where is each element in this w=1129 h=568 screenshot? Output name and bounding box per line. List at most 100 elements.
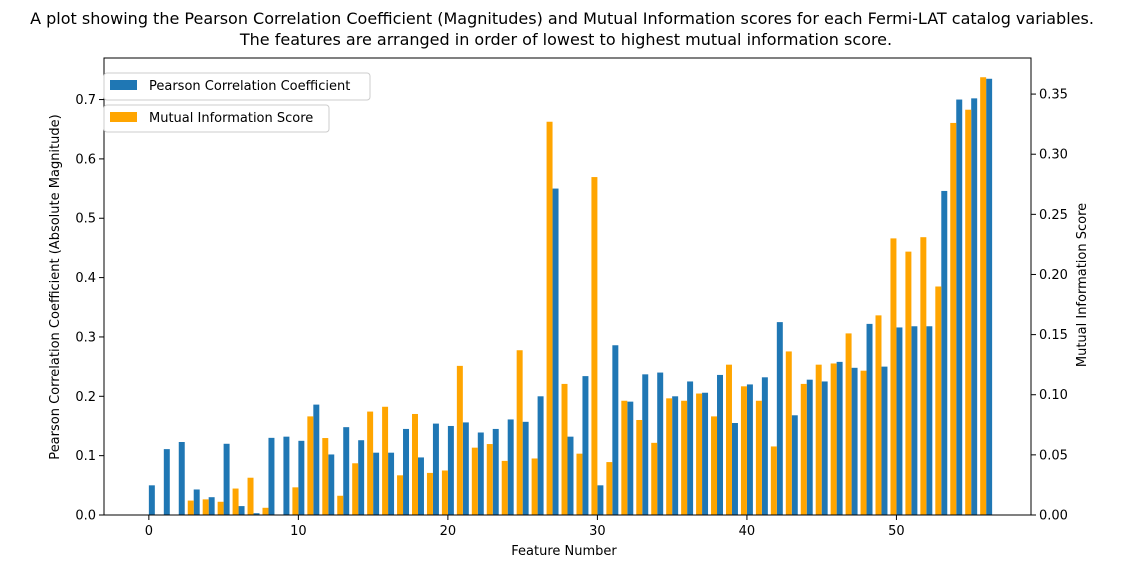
bar-pearson-16 (388, 452, 395, 515)
bar-pearson-11 (313, 404, 320, 515)
y-axis-left-label: Pearson Correlation Coefficient (Absolut… (48, 114, 63, 459)
bar-mutual-info-20 (441, 470, 448, 515)
bar-pearson-6 (238, 506, 245, 515)
bar-pearson-49 (881, 366, 888, 515)
bar-mutual-info-38 (711, 416, 718, 515)
legend-mutual-info-label: Mutual Information Score (149, 111, 313, 126)
bar-mutual-info-12 (322, 438, 329, 515)
bar-mutual-info-32 (621, 400, 628, 515)
bar-mutual-info-47 (845, 333, 852, 515)
x-tick-label-0: 0 (145, 524, 153, 539)
bar-mutual-info-52 (920, 237, 927, 515)
bar-mutual-info-11 (307, 416, 314, 515)
bar-mutual-info-46 (830, 363, 837, 515)
bar-mutual-info-56 (980, 77, 987, 516)
legend-pearson-swatch (110, 80, 137, 90)
bar-mutual-info-24 (501, 460, 508, 515)
y-right-tick-label-5: 0.25 (1039, 208, 1068, 223)
y-left-tick-label-6: 0.6 (75, 152, 96, 167)
bar-mutual-info-16 (382, 406, 389, 515)
bar-mutual-info-49 (875, 315, 882, 515)
y-left-tick-label-2: 0.2 (75, 390, 96, 405)
bar-mutual-info-26 (531, 458, 538, 515)
y-right-tick-label-4: 0.20 (1039, 268, 1068, 283)
bar-mutual-info-10 (292, 487, 299, 515)
y-left-tick-label-5: 0.5 (75, 212, 96, 227)
bar-pearson-28 (567, 436, 574, 515)
bar-pearson-39 (731, 423, 738, 515)
bar-mutual-info-44 (800, 383, 807, 515)
bar-pearson-12 (328, 454, 335, 515)
bar-pearson-51 (911, 326, 918, 515)
bar-mutual-info-27 (546, 121, 553, 515)
bar-mutual-info-33 (636, 419, 643, 515)
bar-mutual-info-8 (262, 507, 269, 515)
legend-pearson: Pearson Correlation Coefficient (103, 72, 371, 101)
bar-pearson-41 (761, 377, 768, 515)
bar-mutual-info-15 (367, 411, 374, 515)
bar-mutual-info-30 (591, 177, 598, 515)
bar-mutual-info-45 (815, 364, 822, 515)
bar-pearson-14 (358, 440, 365, 515)
bar-mutual-info-6 (232, 488, 239, 515)
bar-pearson-26 (537, 396, 544, 515)
bar-pearson-30 (597, 485, 604, 515)
legend-mutual-info-box (103, 104, 330, 133)
y-left-tick-label-3: 0.3 (75, 330, 96, 345)
bar-mutual-info-18 (412, 413, 418, 515)
plot-frame (103, 57, 1032, 516)
bar-pearson-24 (507, 419, 514, 515)
legend-mutual-info-swatch (110, 112, 137, 122)
bar-pearson-23 (492, 428, 499, 515)
bar-pearson-40 (746, 384, 753, 515)
bar-pearson-13 (343, 427, 350, 515)
y-right-tick-label-6: 0.30 (1039, 148, 1068, 163)
bar-mutual-info-54 (950, 122, 957, 515)
bar-pearson-42 (776, 322, 783, 515)
bar-mutual-info-53 (935, 286, 942, 515)
bar-mutual-info-22 (471, 447, 478, 515)
y-right-tick-label-2: 0.10 (1039, 388, 1068, 403)
bar-pearson-3 (193, 489, 200, 515)
y-axis-right-label: Mutual Information Score (1075, 203, 1090, 367)
bar-pearson-48 (866, 323, 873, 515)
legend-pearson-box (103, 72, 371, 101)
bar-pearson-46 (836, 361, 843, 515)
bar-pearson-20 (447, 425, 454, 515)
axis-ticks: 0 10 20 30 40 50 0.0 0.1 0.2 0.3 0.4 0.5 0.6 0.7 0.00 0… (75, 88, 1068, 539)
bar-mutual-info-43 (785, 351, 792, 515)
bar-pearson-56 (986, 78, 993, 515)
bar-pearson-8 (268, 437, 275, 515)
bar-pearson-37 (702, 392, 709, 515)
x-tick-label-1: 10 (290, 524, 307, 539)
bar-pearson-44 (806, 379, 813, 515)
bar-mutual-info-37 (696, 393, 703, 515)
bar-pearson-55 (971, 98, 978, 515)
bar-pearson-18 (417, 457, 424, 515)
bar-pearson-19 (432, 423, 439, 515)
bar-mutual-info-14 (352, 463, 359, 515)
bar-pearson-5 (223, 443, 230, 515)
x-tick-label-3: 30 (589, 524, 606, 539)
bar-pearson-38 (717, 374, 723, 515)
bar-mutual-info-21 (456, 365, 463, 515)
bar-mutual-info-4 (202, 499, 209, 515)
bar-mutual-info-35 (666, 398, 673, 515)
chart-title-line-2: The features are arranged in order of lo… (239, 30, 892, 49)
x-tick-label-4: 40 (739, 524, 756, 539)
bar-pearson-32 (627, 401, 634, 515)
bar-pearson-0 (148, 485, 155, 515)
bar-pearson-45 (821, 381, 828, 515)
bar-pearson-15 (373, 452, 380, 515)
x-axis-label: Feature Number (511, 544, 617, 559)
bar-mutual-info-34 (651, 442, 658, 515)
bar-mutual-info-48 (860, 370, 867, 515)
bar-mutual-info-25 (516, 350, 523, 515)
bar-pearson-36 (687, 381, 694, 515)
bar-mutual-info-41 (755, 400, 762, 515)
bars-group (148, 77, 993, 516)
y-left-tick-label-4: 0.4 (75, 271, 96, 286)
bar-mutual-info-28 (561, 383, 568, 515)
legend-pearson-label: Pearson Correlation Coefficient (149, 79, 350, 94)
